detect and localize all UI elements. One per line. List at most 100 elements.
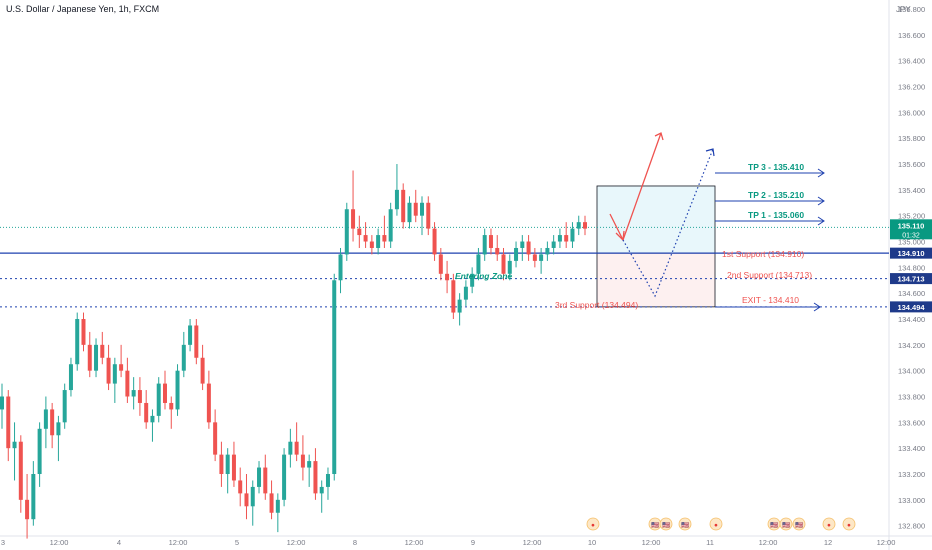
candle-body [357,228,362,236]
candle-body [275,499,280,513]
candle-body [294,441,299,455]
candle-body [50,409,55,436]
y-tick-label: 133.200 [898,470,925,479]
tp2-label: TP 2 - 135.210 [748,190,804,200]
candle-body [539,254,544,261]
candle-body [112,364,117,384]
price-level-tag: 134.494 [897,303,925,312]
candle-body [250,486,255,507]
alternative-path-head [705,148,715,157]
exit-arrow-head [813,302,821,312]
chart-title: U.S. Dollar / Japanese Yen, 1h, FXCM [6,4,160,14]
candle-body [388,209,393,242]
support3-label: 3rd Support (134.494) [555,300,638,310]
candle-body [162,383,167,403]
candle-body [413,202,418,216]
y-tick-label: 133.400 [898,444,925,453]
x-tick-label: 9 [471,538,475,547]
x-tick-label: 12:00 [877,538,896,547]
y-tick-label: 134.800 [898,263,925,272]
candle-body [325,474,330,487]
support2-label: 2nd Support (134.713) [727,270,812,280]
candle-body [137,390,142,403]
candle-body [169,402,174,410]
calendar-event-icon [779,517,793,531]
y-tick-label: 136.200 [898,83,925,92]
tp2-arrow-head [817,196,825,206]
price-level-tag-bg [890,247,932,259]
candle-body [476,254,481,274]
last-price-tag: 135.110 [898,221,925,230]
candle-body [332,280,337,475]
candle-body [457,299,462,313]
calendar-event-marker: 🇺🇸 [782,521,790,529]
tp3-arrow-head [817,168,825,178]
candle-body [363,235,368,242]
calendar-event-icon [792,517,806,531]
calendar-event-marker: ● [591,522,595,529]
candle-body [557,235,562,242]
candle-body [231,454,236,481]
candle-body [338,254,343,281]
x-tick-label: 12:00 [759,538,778,547]
calendar-event-marker: 🇺🇸 [795,521,803,529]
price-level-tag-bg [890,273,932,285]
candle-body [282,454,287,500]
profit-zone-box [596,185,716,254]
candle-body [495,247,500,255]
candle-body [507,260,512,274]
support1-label: 1st Support (134.910) [722,249,804,259]
candle-body [532,254,537,261]
candle-body [451,280,456,313]
candle-body [75,319,80,365]
x-tick-label: 12:00 [405,538,424,547]
calendar-event-marker: ● [827,522,831,529]
y-tick-label: 133.000 [898,496,925,505]
x-tick-label: 12:00 [50,538,69,547]
candle-body [438,254,443,274]
candle-body [307,461,312,468]
tp1-label: TP 1 - 135.060 [748,210,804,220]
y-tick-label: 136.000 [898,108,925,117]
bullish-path-head [654,132,664,141]
candle-body [18,441,23,500]
x-tick-label: 12:00 [287,538,306,547]
candle-body [376,235,381,248]
candle-body [545,247,550,255]
candle-body [470,273,475,287]
calendar-event-icon [822,517,836,531]
tp1-arrow-head [817,216,825,226]
candle-body [188,325,193,345]
y-tick-label: 135.600 [898,160,925,169]
calendar-event-icon [659,517,673,531]
candle-body [319,486,324,494]
candle-body [68,364,73,391]
candle-body [12,441,17,449]
candle-body [225,454,230,475]
calendar-event-marker: 🇺🇸 [681,521,689,529]
calendar-event-icon [709,517,723,531]
candle-body [520,241,525,248]
candle-body [81,319,86,345]
candle-body [420,202,425,216]
x-tick-label: 12:00 [523,538,542,547]
currency-label: JPY [896,5,911,14]
candle-body [181,344,186,371]
candle-body [100,344,105,358]
candle-body [37,428,42,475]
candle-body [0,396,4,410]
calendar-event-icon [678,517,692,531]
x-tick-label: 11 [706,538,714,547]
candle-body [94,344,99,371]
candle-body [175,370,180,410]
candle-body [257,467,262,487]
tp3-label: TP 3 - 135.410 [748,162,804,172]
candle-body [144,402,149,423]
candle-body [156,383,161,416]
candle-body [407,202,412,223]
y-tick-label: 132.800 [898,522,925,531]
price-level-tag: 134.713 [897,275,924,284]
y-tick-label: 134.600 [898,289,925,298]
y-tick-label: 134.000 [898,367,925,376]
